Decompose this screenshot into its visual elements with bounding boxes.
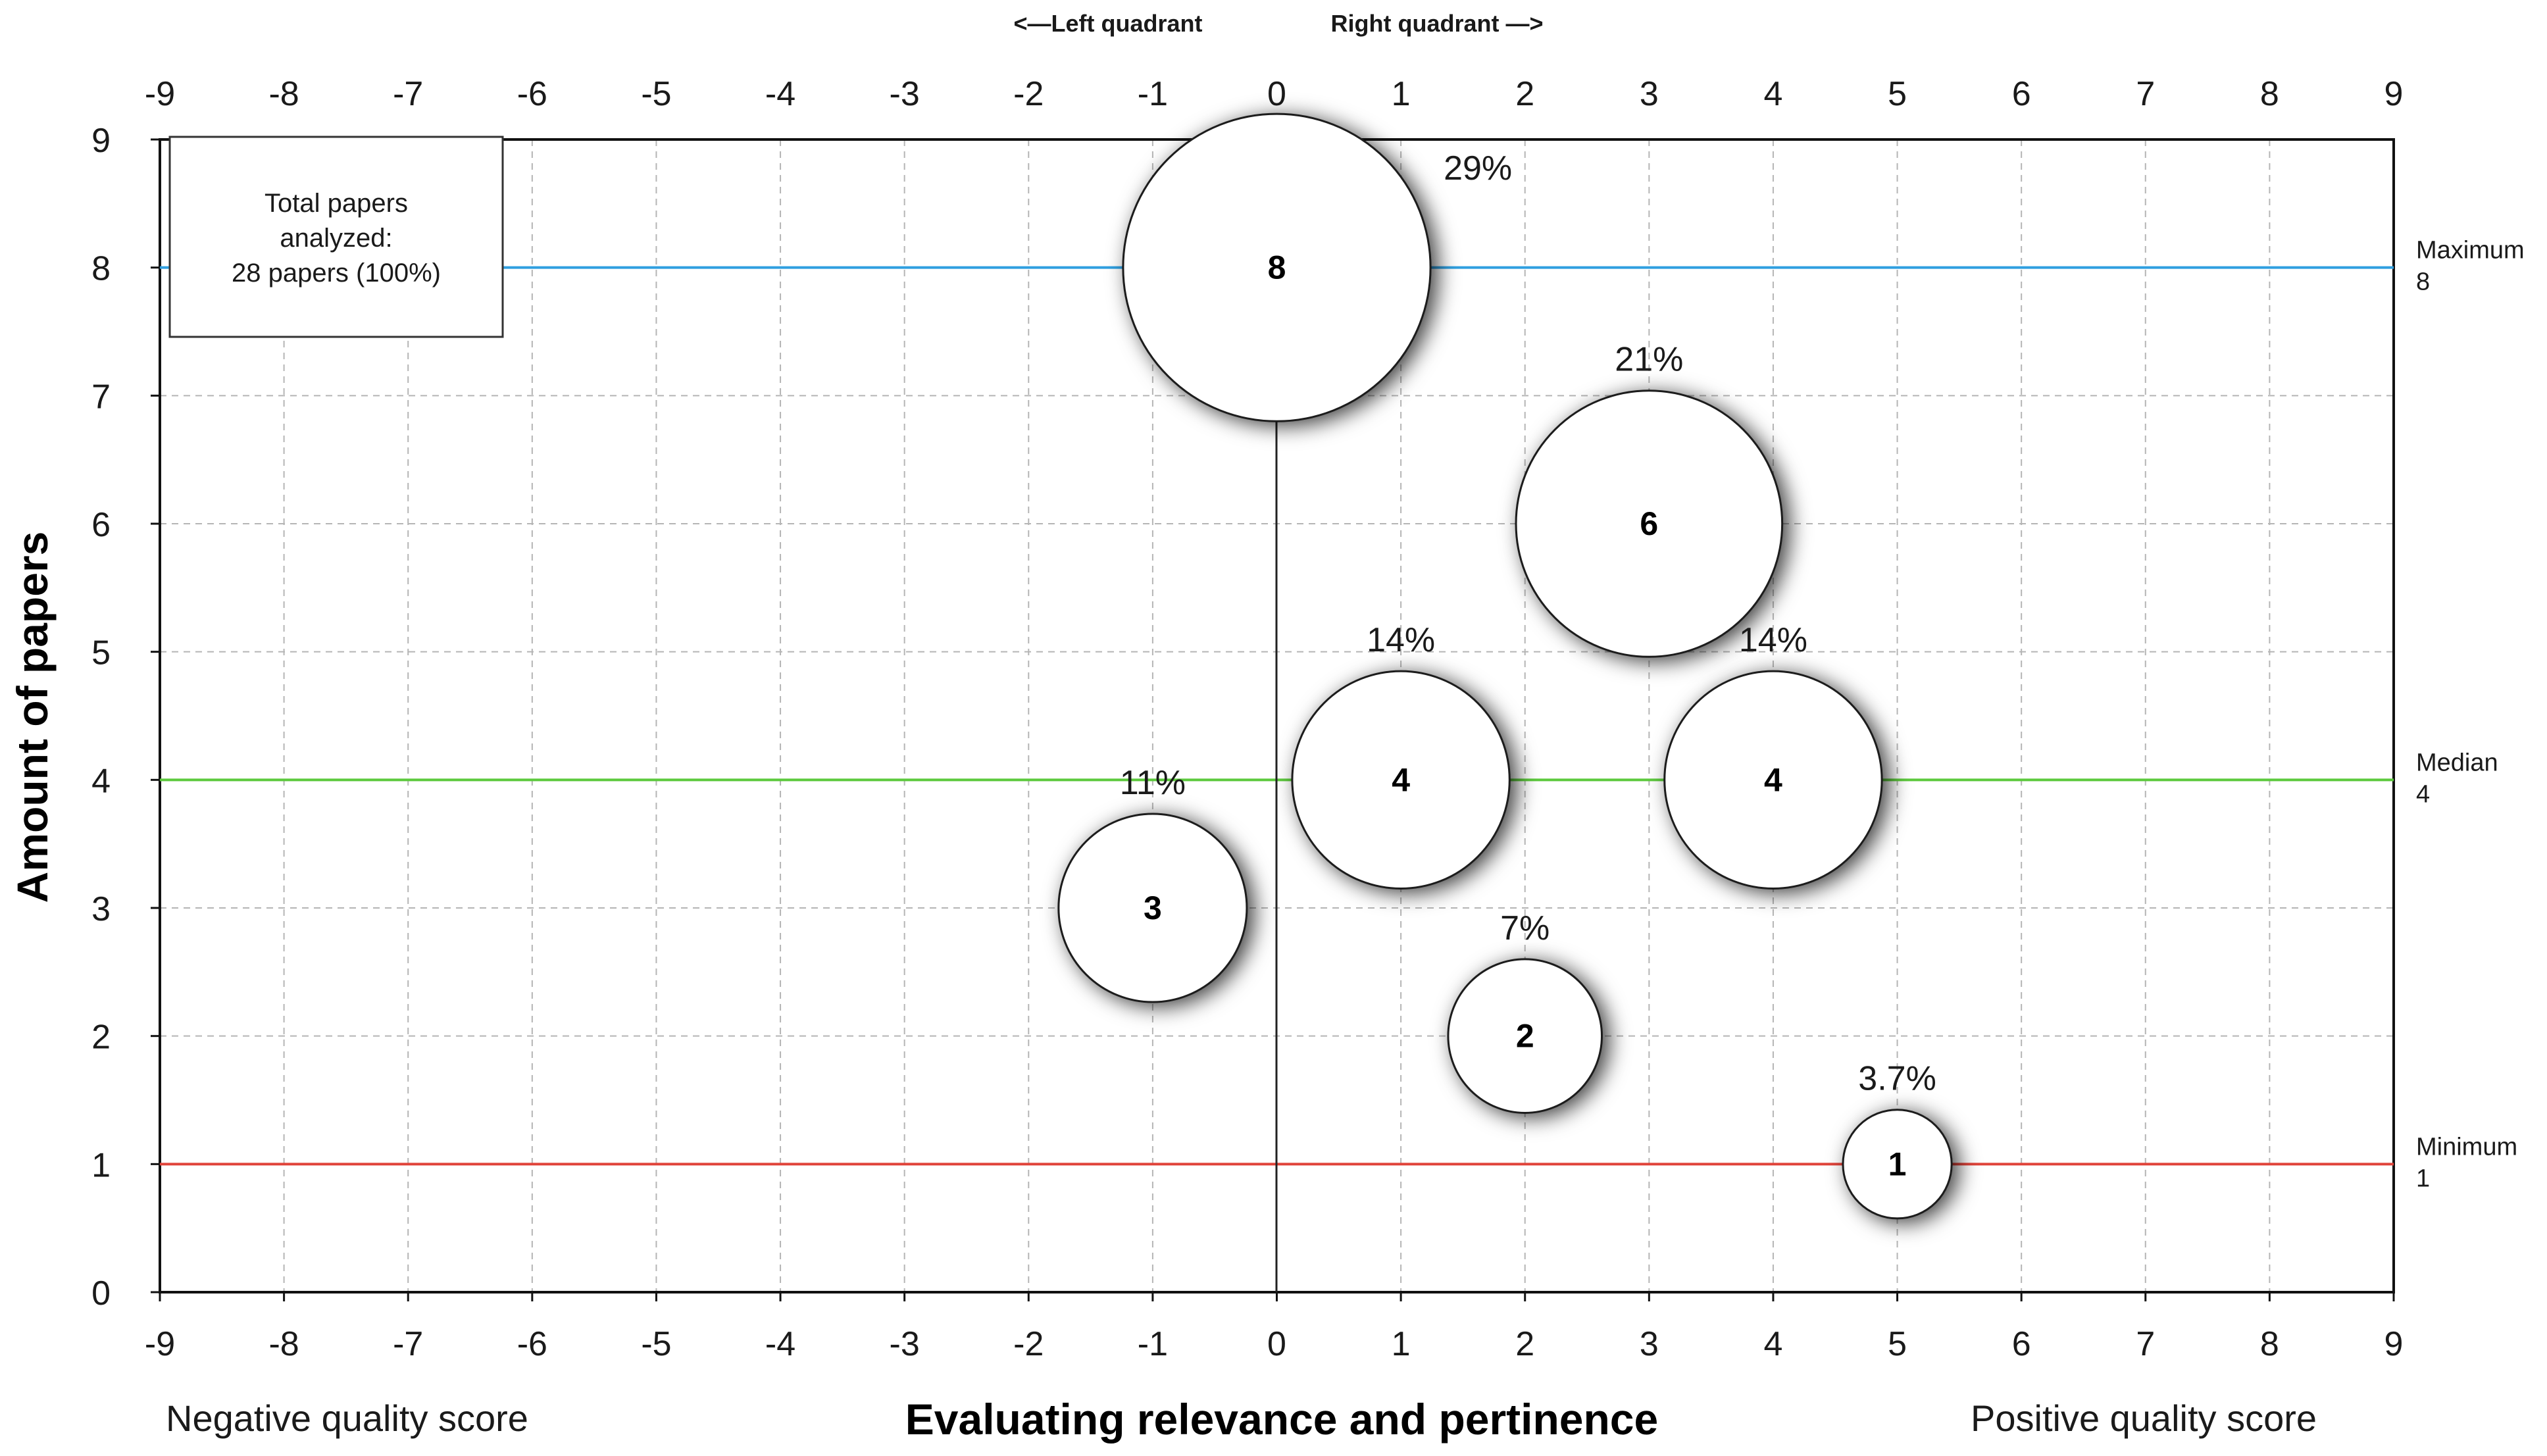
bubble-percent-label: 14% [1739, 621, 1807, 659]
top-x-tick-label: 7 [2136, 75, 2155, 113]
bubble [1291, 670, 1511, 890]
info-box-line2: analyzed: [280, 224, 392, 253]
bubble [1057, 813, 1248, 1003]
bottom-x-tick-label: -3 [890, 1325, 920, 1363]
bubbles: 8 29% 6 21% 4 14% 4 14% 3 11% 2 7% 1 3.7% [1057, 113, 1953, 1220]
right-quadrant-label: Right quadrant —> [1331, 10, 1544, 37]
y-tick-label: 9 [91, 122, 111, 160]
top-x-tick-label: -1 [1138, 75, 1168, 113]
bubble-percent-label: 7% [1500, 909, 1550, 947]
y-tick-label: 7 [91, 378, 111, 416]
maximum-label: Maximum [2416, 237, 2525, 264]
bottom-x-tick-label: -8 [268, 1325, 299, 1363]
top-x-tick-label: 6 [2012, 75, 2031, 113]
top-x-tick-label: -8 [268, 75, 299, 113]
y-tick-label: 4 [91, 762, 111, 800]
maximum-value: 8 [2416, 268, 2430, 296]
minimum-label: Minimum [2416, 1133, 2517, 1161]
bottom-x-tick-label: 4 [1763, 1325, 1782, 1363]
bottom-x-tick-label: 3 [1640, 1325, 1659, 1363]
bottom-x-tick-label: 0 [1267, 1325, 1286, 1363]
left-quadrant-label: <—Left quadrant [1013, 10, 1202, 37]
y-tick-label: 8 [91, 250, 111, 288]
bottom-x-tick-label: 1 [1392, 1325, 1411, 1363]
y-tick-label: 1 [91, 1146, 111, 1184]
info-box-frame [168, 136, 504, 338]
top-x-tick-label: 3 [1640, 75, 1659, 113]
minimum-value: 1 [2416, 1165, 2430, 1192]
top-x-ticks: -9 -8 -7 -6 -5 -4 -3 -2 -1 0 1 2 3 4 5 6 7 8 9 [145, 75, 2404, 113]
bubble-value-label: 6 [1640, 505, 1658, 542]
top-x-tick-label: -2 [1013, 75, 1044, 113]
bubble-value-label: 4 [1392, 761, 1410, 798]
top-x-tick-label: 0 [1267, 75, 1286, 113]
top-x-tick-label: 9 [2384, 75, 2404, 113]
y-tick-label: 3 [91, 890, 111, 928]
bubble-percent-label: 14% [1367, 621, 1435, 659]
bubble-percent-label: 29% [1444, 149, 1512, 188]
bubble-value-label: 3 [1144, 890, 1162, 926]
bubble-percent-label: 3.7% [1858, 1060, 1936, 1098]
bottom-x-tick-label: 9 [2384, 1325, 2404, 1363]
top-x-tick-label: 4 [1763, 75, 1782, 113]
bubble-value-label: 1 [1888, 1145, 1907, 1182]
x-axis-label: Evaluating relevance and pertinence [905, 1395, 1658, 1443]
bottom-x-tick-label: -7 [393, 1325, 423, 1363]
y-tick-label: 6 [91, 506, 111, 544]
y-axis-label: Amount of papers [8, 532, 57, 903]
bubble [1515, 389, 1784, 658]
info-box-line1: Total papers [265, 189, 408, 218]
top-x-tick-label: 5 [1888, 75, 1907, 113]
bottom-x-tick-label: -1 [1138, 1325, 1168, 1363]
median-value: 4 [2416, 780, 2430, 808]
negative-quality-note: Negative quality score [166, 1397, 528, 1439]
top-x-tick-label: 2 [1515, 75, 1534, 113]
bottom-x-tick-label: -5 [641, 1325, 671, 1363]
bubble-percent-label: 11% [1120, 764, 1186, 802]
top-x-tick-label: -5 [641, 75, 671, 113]
positive-quality-note: Positive quality score [1971, 1397, 2317, 1439]
y-ticks: 0 1 2 3 4 5 6 7 8 9 [91, 122, 160, 1313]
bottom-x-tick-label: 5 [1888, 1325, 1907, 1363]
bottom-x-tick-label: 2 [1515, 1325, 1534, 1363]
y-tick-label: 0 [91, 1274, 111, 1313]
bottom-x-tick-label: -2 [1013, 1325, 1044, 1363]
info-box: Total papers analyzed: 28 papers (100%) [168, 136, 504, 338]
bottom-x-tick-label: 8 [2260, 1325, 2279, 1363]
bubble-value-label: 2 [1516, 1018, 1534, 1055]
bubble-percent-label: 21% [1615, 341, 1683, 379]
top-x-tick-label: -6 [517, 75, 547, 113]
bubble-value-label: 8 [1268, 249, 1286, 286]
top-x-tick-label: 8 [2260, 75, 2279, 113]
top-x-tick-label: -9 [145, 75, 175, 113]
bubble [1447, 958, 1603, 1114]
top-x-tick-label: -4 [765, 75, 795, 113]
median-label: Median [2416, 749, 2498, 776]
y-tick-label: 5 [91, 634, 111, 672]
bubble [1842, 1109, 1953, 1220]
info-box-line3: 28 papers (100%) [232, 259, 441, 288]
bubble [1122, 113, 1432, 422]
bottom-x-tick-label: -9 [145, 1325, 175, 1363]
bottom-x-tick-label: -6 [517, 1325, 547, 1363]
top-x-tick-label: -7 [393, 75, 423, 113]
bubble [1663, 670, 1883, 890]
bottom-x-tick-label: -4 [765, 1325, 795, 1363]
y-tick-label: 2 [91, 1018, 111, 1057]
reference-labels: Maximum 8 Median 4 Minimum 1 [2416, 237, 2525, 1193]
bottom-x-ticks: -9 -8 -7 -6 -5 -4 -3 -2 -1 0 1 2 3 4 5 6 7 8 9 [145, 1292, 2404, 1363]
bottom-x-tick-label: 7 [2136, 1325, 2155, 1363]
top-x-tick-label: 1 [1392, 75, 1411, 113]
top-x-tick-label: -3 [890, 75, 920, 113]
bubble-value-label: 4 [1764, 761, 1782, 798]
bottom-x-tick-label: 6 [2012, 1325, 2031, 1363]
